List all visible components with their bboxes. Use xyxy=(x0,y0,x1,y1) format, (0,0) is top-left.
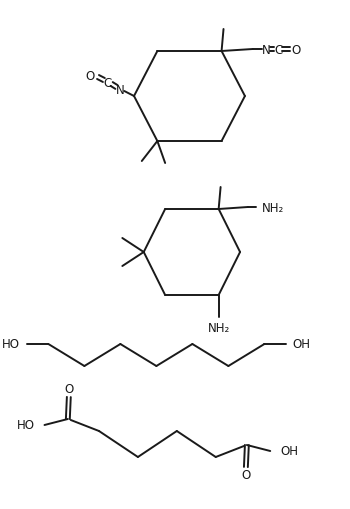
Text: O: O xyxy=(241,469,251,482)
Text: HO: HO xyxy=(17,419,35,432)
Text: OH: OH xyxy=(293,338,310,351)
Text: HO: HO xyxy=(2,338,20,351)
Text: C: C xyxy=(274,43,282,56)
Text: NH₂: NH₂ xyxy=(208,321,230,334)
Text: O: O xyxy=(291,43,300,56)
Text: C: C xyxy=(104,76,112,89)
Text: O: O xyxy=(64,383,74,395)
Text: OH: OH xyxy=(280,445,298,458)
Text: N: N xyxy=(262,43,271,56)
Text: NH₂: NH₂ xyxy=(262,201,284,214)
Text: O: O xyxy=(86,69,95,82)
Text: N: N xyxy=(116,83,125,96)
